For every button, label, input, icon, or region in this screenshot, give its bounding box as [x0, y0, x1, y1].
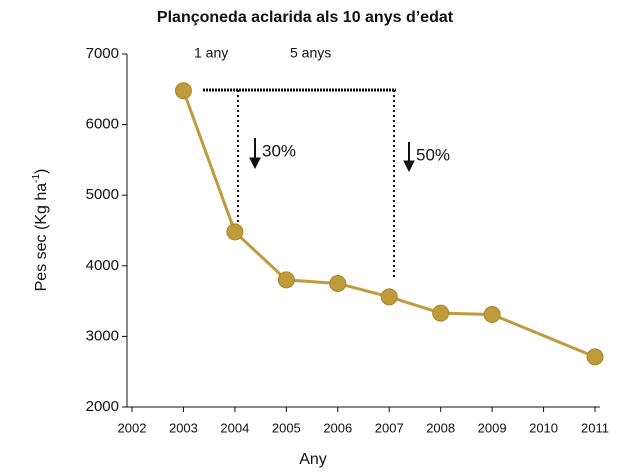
x-tick-label: 2011	[581, 420, 609, 435]
series-line	[182, 90, 596, 359]
y-label-close: )	[33, 169, 50, 174]
annotation: 5 anys	[290, 45, 331, 61]
y-label-text: Pes sec (Kg ha	[33, 183, 50, 292]
y-tick-label: 2000	[86, 398, 119, 415]
annotation-bracket	[203, 88, 415, 280]
x-tick-label: 2002	[118, 420, 147, 435]
data-point	[329, 274, 347, 292]
data-point	[483, 306, 501, 324]
data-point	[380, 288, 398, 306]
y-label-sup: -1	[31, 174, 42, 183]
x-tick-label: 2004	[220, 420, 249, 435]
y-tick-label: 4000	[86, 257, 119, 274]
annotation: 1 any	[194, 45, 228, 61]
x-tick-label: 2009	[478, 420, 507, 435]
data-point	[226, 223, 244, 241]
chart-title: Plançoneda aclarida als 10 anys d’edat	[157, 9, 454, 26]
x-tick-label: 2007	[375, 420, 404, 435]
arrow-50-head	[403, 160, 415, 173]
x-axis-label: Any	[299, 451, 327, 468]
x-tick-label: 2010	[529, 420, 558, 435]
y-tick-label: 6000	[86, 116, 119, 133]
data-point	[174, 82, 192, 100]
y-tick-label: 7000	[86, 45, 119, 62]
y-axis-label: Pes sec (Kg ha-1)	[31, 169, 51, 292]
x-tick-label: 2006	[323, 420, 352, 435]
x-tick-label: 2003	[169, 420, 198, 435]
annotation: 50%	[416, 145, 450, 164]
x-tick-label: 2008	[426, 420, 455, 435]
x-tick-label: 2005	[272, 420, 301, 435]
arrow-30-head	[249, 157, 261, 170]
annotation: 30%	[262, 141, 296, 160]
y-tick-label: 5000	[86, 186, 119, 203]
data-point	[586, 348, 604, 366]
data-point	[277, 271, 295, 289]
data-point	[432, 304, 450, 322]
y-tick-label: 3000	[86, 327, 119, 344]
